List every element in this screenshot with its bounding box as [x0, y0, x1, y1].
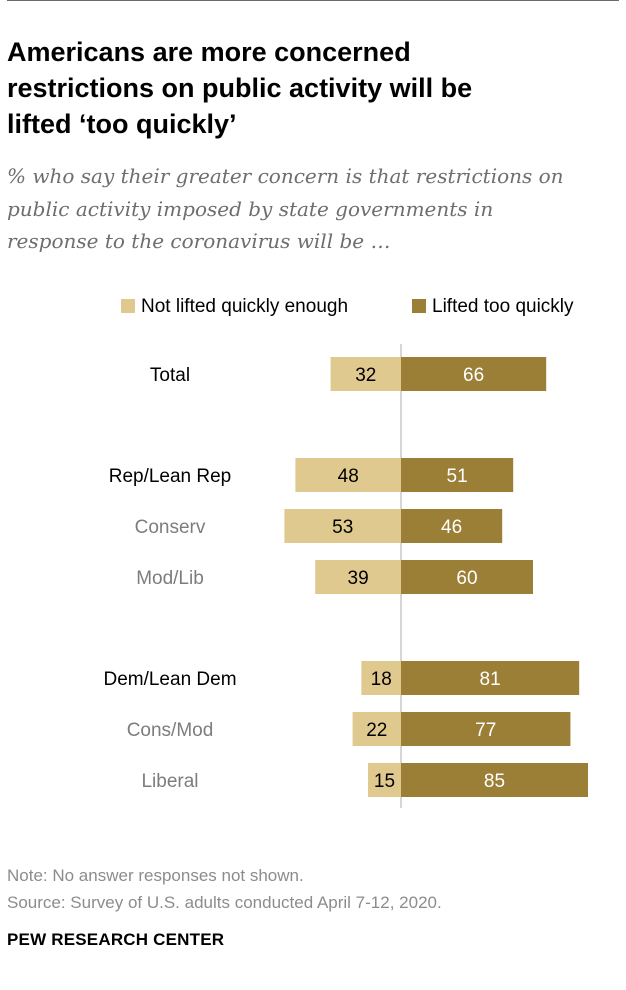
- chart-subtitle: % who say their greater concern is that …: [7, 160, 607, 258]
- bar-not-enough: [315, 560, 401, 594]
- category-label: Mod/Lib: [136, 568, 204, 589]
- diverging-bar-chart: Not lifted quickly enough Lifted too quic…: [103, 296, 588, 808]
- category-label: Liberal: [141, 771, 198, 792]
- value-label-too-quickly: 46: [441, 517, 462, 538]
- bar-too-quickly: [401, 509, 503, 543]
- value-label-too-quickly: 85: [484, 771, 505, 792]
- subtitle-line: public activity imposed by state governm…: [7, 196, 494, 221]
- bar-not-enough: [352, 712, 401, 746]
- legend-label-not-enough: Not lifted quickly enough: [141, 296, 348, 317]
- source-note: Source: Survey of U.S. adults conducted …: [7, 893, 442, 912]
- value-label-too-quickly: 81: [480, 669, 501, 690]
- chart-title: Americans are more concerned restriction…: [7, 34, 607, 142]
- value-label-not-enough: 15: [374, 771, 395, 792]
- legend-swatch-too-quickly: [412, 299, 426, 313]
- value-label-too-quickly: 51: [447, 466, 468, 487]
- legend-swatch-not-enough: [121, 299, 135, 313]
- value-label-not-enough: 39: [348, 568, 369, 589]
- category-label: Rep/Lean Rep: [109, 466, 232, 487]
- subtitle-line: % who say their greater concern is that …: [7, 164, 564, 188]
- bar-too-quickly: [401, 357, 547, 391]
- bar-not-enough: [361, 661, 401, 695]
- value-label-not-enough: 53: [332, 517, 353, 538]
- value-label-too-quickly: 77: [475, 720, 496, 741]
- top-rule: [7, 0, 619, 1]
- value-label-not-enough: 48: [338, 466, 359, 487]
- footnote: Note: No answer responses not shown.: [7, 866, 304, 885]
- category-label: Total: [150, 365, 190, 386]
- value-label-too-quickly: 66: [463, 365, 484, 386]
- title-line: lifted ‘too quickly’: [7, 109, 237, 139]
- bar-not-enough: [284, 509, 401, 543]
- brand-logo-text: PEW RESEARCH CENTER: [7, 930, 225, 949]
- bar-too-quickly: [401, 661, 580, 695]
- bar-too-quickly: [401, 458, 514, 492]
- bar-too-quickly: [401, 560, 533, 594]
- bar-not-enough: [368, 763, 401, 797]
- value-label-too-quickly: 60: [456, 568, 477, 589]
- category-label: Dem/Lean Dem: [103, 669, 236, 690]
- bar-too-quickly: [401, 763, 588, 797]
- legend-label-too-quickly: Lifted too quickly: [432, 296, 574, 317]
- value-label-not-enough: 18: [371, 669, 392, 690]
- category-label: Cons/Mod: [127, 720, 214, 741]
- bar-not-enough: [330, 357, 401, 391]
- value-label-not-enough: 32: [355, 365, 376, 386]
- title-line: restrictions on public activity will be: [7, 73, 473, 103]
- title-line: Americans are more concerned: [7, 37, 411, 67]
- bar-too-quickly: [401, 712, 571, 746]
- bar-not-enough: [295, 458, 401, 492]
- subtitle-line: response to the coronavirus will be …: [7, 229, 391, 253]
- value-label-not-enough: 22: [366, 720, 387, 741]
- category-label: Conserv: [135, 517, 206, 538]
